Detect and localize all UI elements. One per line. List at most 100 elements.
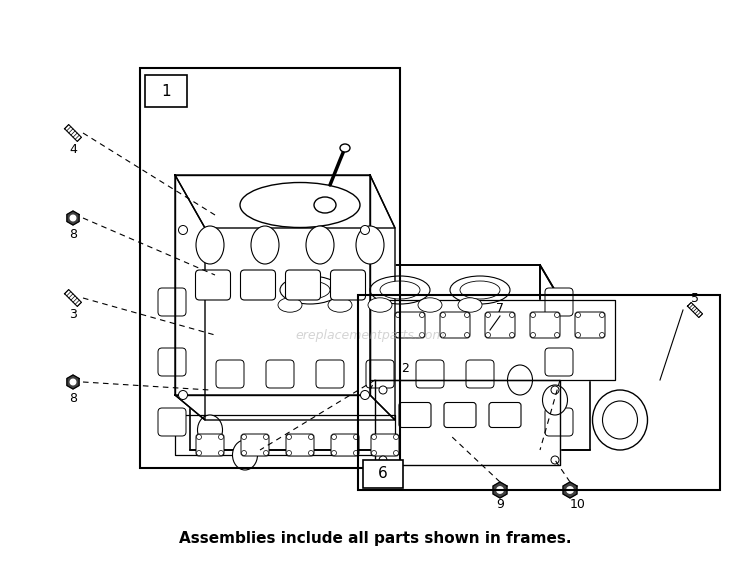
Ellipse shape [242, 450, 247, 456]
Ellipse shape [592, 390, 647, 450]
Ellipse shape [218, 435, 223, 439]
Ellipse shape [242, 435, 247, 439]
Text: 3: 3 [69, 307, 77, 320]
Ellipse shape [196, 435, 202, 439]
FancyBboxPatch shape [241, 270, 275, 300]
FancyBboxPatch shape [444, 402, 476, 427]
Ellipse shape [394, 435, 398, 439]
FancyBboxPatch shape [399, 402, 431, 427]
Ellipse shape [332, 450, 337, 456]
FancyBboxPatch shape [316, 360, 344, 388]
Text: 8: 8 [69, 228, 77, 241]
Text: 5: 5 [691, 292, 699, 305]
FancyBboxPatch shape [440, 312, 470, 338]
Ellipse shape [232, 440, 257, 470]
Ellipse shape [308, 450, 314, 456]
Ellipse shape [251, 226, 279, 264]
Ellipse shape [450, 276, 510, 304]
Ellipse shape [280, 276, 340, 304]
Bar [145, 75, 187, 107]
Polygon shape [688, 302, 703, 318]
FancyBboxPatch shape [395, 312, 425, 338]
Ellipse shape [332, 435, 337, 439]
Ellipse shape [440, 312, 446, 318]
Ellipse shape [356, 226, 384, 264]
Ellipse shape [575, 333, 580, 338]
Ellipse shape [178, 390, 188, 399]
Ellipse shape [509, 333, 515, 338]
Ellipse shape [361, 390, 370, 399]
FancyBboxPatch shape [196, 434, 224, 456]
Ellipse shape [371, 435, 376, 439]
Ellipse shape [509, 312, 515, 318]
Polygon shape [370, 300, 615, 380]
Ellipse shape [286, 450, 292, 456]
Text: 1: 1 [161, 84, 171, 99]
Ellipse shape [371, 450, 376, 456]
Ellipse shape [464, 333, 470, 338]
Ellipse shape [368, 298, 392, 312]
Text: 10: 10 [570, 499, 586, 512]
Ellipse shape [290, 281, 330, 299]
Ellipse shape [485, 312, 490, 318]
Bar [140, 68, 400, 468]
Text: 4: 4 [69, 142, 77, 155]
Text: Assemblies include all parts shown in frames.: Assemblies include all parts shown in fr… [178, 531, 572, 546]
Ellipse shape [196, 226, 224, 264]
Polygon shape [375, 380, 560, 465]
Polygon shape [370, 175, 395, 420]
Bar [358, 295, 720, 490]
Polygon shape [496, 487, 503, 493]
Ellipse shape [575, 312, 580, 318]
Ellipse shape [394, 450, 398, 456]
Ellipse shape [419, 333, 424, 338]
FancyBboxPatch shape [216, 360, 244, 388]
Polygon shape [540, 265, 590, 450]
Text: 2: 2 [401, 361, 409, 375]
Polygon shape [64, 125, 82, 141]
Ellipse shape [599, 333, 604, 338]
Polygon shape [70, 379, 76, 385]
Ellipse shape [286, 435, 292, 439]
FancyBboxPatch shape [545, 348, 573, 376]
Polygon shape [190, 265, 540, 450]
Polygon shape [493, 482, 507, 498]
Polygon shape [70, 215, 76, 221]
Ellipse shape [218, 450, 223, 456]
Ellipse shape [197, 415, 223, 445]
Ellipse shape [278, 298, 302, 312]
Ellipse shape [418, 298, 442, 312]
FancyBboxPatch shape [286, 270, 320, 300]
Ellipse shape [379, 386, 387, 394]
FancyBboxPatch shape [331, 434, 359, 456]
Ellipse shape [340, 144, 350, 152]
Ellipse shape [460, 281, 500, 299]
Polygon shape [175, 175, 395, 228]
Ellipse shape [458, 298, 482, 312]
Ellipse shape [551, 386, 559, 394]
Polygon shape [67, 211, 79, 225]
FancyBboxPatch shape [575, 312, 605, 338]
Text: 9: 9 [496, 499, 504, 512]
FancyBboxPatch shape [196, 270, 230, 300]
Polygon shape [175, 175, 370, 395]
Ellipse shape [599, 312, 604, 318]
FancyBboxPatch shape [416, 360, 444, 388]
Ellipse shape [361, 226, 370, 234]
Ellipse shape [314, 197, 336, 213]
Text: 8: 8 [69, 392, 77, 404]
FancyBboxPatch shape [466, 360, 494, 388]
Text: 7: 7 [496, 301, 504, 315]
FancyBboxPatch shape [545, 408, 573, 436]
Ellipse shape [353, 435, 358, 439]
Ellipse shape [554, 333, 560, 338]
Polygon shape [567, 487, 573, 493]
Ellipse shape [178, 226, 188, 234]
FancyBboxPatch shape [158, 408, 186, 436]
Ellipse shape [554, 312, 560, 318]
Ellipse shape [530, 312, 536, 318]
Ellipse shape [602, 401, 638, 439]
Text: ereplacementparts.com: ereplacementparts.com [296, 329, 445, 342]
FancyBboxPatch shape [241, 434, 269, 456]
Ellipse shape [353, 450, 358, 456]
